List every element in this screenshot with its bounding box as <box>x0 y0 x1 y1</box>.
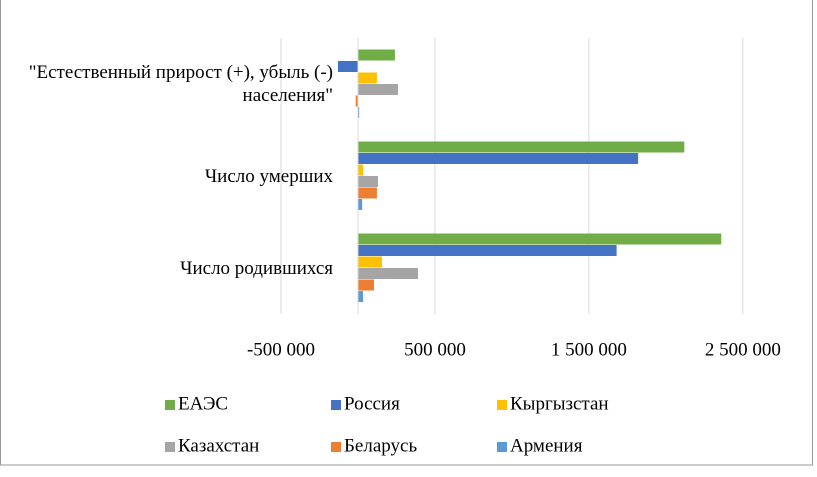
legend-swatch <box>331 442 341 452</box>
legend-swatch <box>165 400 175 410</box>
bar <box>357 268 419 279</box>
bar <box>357 176 378 187</box>
bar <box>355 95 358 107</box>
x-tick-label: 2 500 000 <box>705 339 781 360</box>
bar <box>357 233 722 245</box>
category-label: "Естественный прирост (+), убыль (-) нас… <box>28 62 333 106</box>
bar <box>357 84 398 95</box>
x-tick-label: 1 500 000 <box>551 339 627 360</box>
legend-swatch <box>331 400 341 410</box>
legend-label: Кыргызстан <box>510 393 609 414</box>
legend-swatch <box>497 400 507 410</box>
bar <box>357 279 374 291</box>
bar <box>357 153 639 164</box>
x-tick-label: -500 000 <box>247 339 315 360</box>
legend-label: ЕАЭС <box>178 393 228 414</box>
bar <box>357 164 364 176</box>
legend-swatch <box>165 442 175 452</box>
bar <box>337 61 358 72</box>
legend-label: Беларусь <box>344 435 417 456</box>
bar <box>357 49 395 61</box>
x-tick-label: 500 000 <box>404 339 466 360</box>
bar <box>357 199 363 210</box>
bar <box>357 72 377 84</box>
bar <box>357 256 382 268</box>
bar <box>357 141 685 153</box>
legend-label: Россия <box>344 393 400 414</box>
bar <box>357 107 360 118</box>
category-label: Число родившихся <box>180 257 333 279</box>
bar <box>357 291 364 302</box>
legend-label: Армения <box>510 435 583 456</box>
bar <box>357 187 377 199</box>
legend-label: Казахстан <box>178 435 259 456</box>
legend-swatch <box>497 442 507 452</box>
category-label: Число умерших <box>204 165 333 187</box>
bar <box>357 245 617 256</box>
chart-border <box>0 0 813 466</box>
